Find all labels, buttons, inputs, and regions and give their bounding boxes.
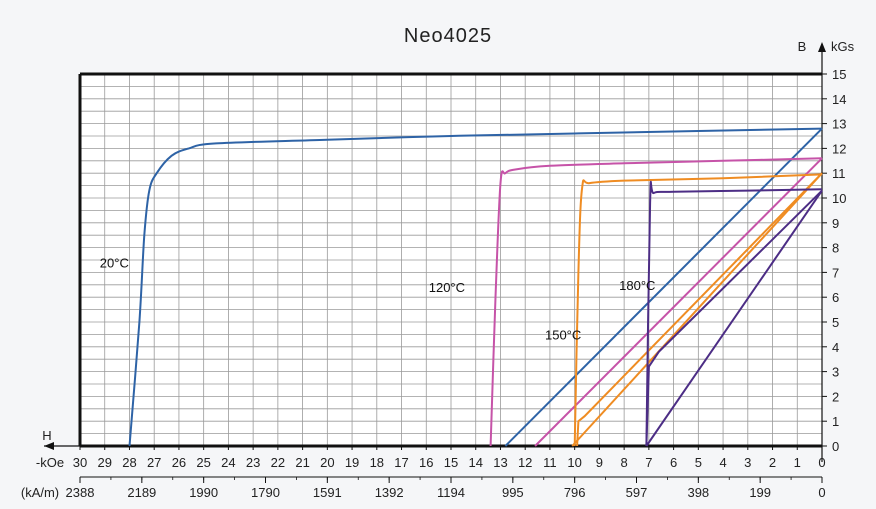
x-tick-label-kam: 398	[687, 485, 709, 500]
load-line-120C	[534, 157, 823, 447]
demag-curve-150C	[576, 172, 823, 447]
x-tick-label-koe: 0	[818, 455, 825, 470]
x-tick-label-kam: 1194	[437, 485, 465, 500]
y-tick-label: 14	[832, 92, 846, 107]
x-tick-label-koe: 25	[196, 455, 210, 470]
x-tick-label-koe: 26	[172, 455, 186, 470]
y-tick-label: 3	[832, 365, 839, 380]
x-axis-name: H	[42, 428, 51, 443]
x-tick-label-kam: 0	[818, 485, 825, 500]
x-tick-label-kam: 2189	[127, 485, 156, 500]
x-tick-label-koe: 18	[370, 455, 384, 470]
x-axis-unit-koe: -kOe	[36, 455, 64, 470]
x-tick-label-koe: 16	[419, 455, 433, 470]
y-tick-label: 11	[832, 166, 846, 181]
demag-curve-20C	[128, 127, 823, 447]
x-tick-label-koe: 4	[719, 455, 726, 470]
demag-curve-upper-180C	[645, 181, 823, 447]
x-tick-label-koe: 11	[543, 455, 557, 470]
y-tick-label: 15	[832, 67, 846, 82]
x-tick-label-koe: 2	[769, 455, 776, 470]
x-tick-label-koe: 14	[468, 455, 482, 470]
y-tick-label: 12	[832, 141, 846, 156]
load-line-20C	[504, 127, 823, 447]
chart-labels: 20°C 120°C 150°C 180°C	[100, 255, 656, 342]
chart-title: Neo4025	[404, 25, 492, 47]
x-tick-label-koe: 27	[147, 455, 161, 470]
y-tick-label: 6	[832, 290, 839, 305]
y-tick-label: 2	[832, 389, 839, 404]
y-axis-arrow	[818, 42, 826, 52]
y-tick-label: 10	[832, 191, 846, 206]
x-tick-label-kam: 1392	[375, 485, 404, 500]
x-tick-label-kam: 1790	[251, 485, 280, 500]
y-tick-label: 1	[832, 414, 839, 429]
x-tick-label-kam: 2388	[66, 485, 95, 500]
x-tick-label-koe: 8	[621, 455, 628, 470]
y-tick-label: 4	[832, 340, 839, 355]
x-tick-label-koe: 13	[493, 455, 507, 470]
series-label-120C: 120°C	[429, 280, 465, 295]
x-tick-label-koe: 6	[670, 455, 677, 470]
y-tick-label: 5	[832, 315, 839, 330]
demag-curve-upper-150C	[573, 173, 823, 447]
load-line-180C	[645, 190, 823, 447]
x-tick-label-kam: 1990	[189, 485, 218, 500]
y-axis-unit: kGs	[831, 39, 855, 54]
x-tick-label-koe: 30	[73, 455, 87, 470]
x-tick-label-koe: 23	[246, 455, 260, 470]
x-tick-label-koe: 1	[794, 455, 801, 470]
chart-curves	[128, 127, 823, 447]
x-tick-label-kam: 597	[626, 485, 648, 500]
y-axis-name: B	[798, 39, 807, 54]
x-tick-label-kam: 796	[564, 485, 586, 500]
x-tick-label-koe: 24	[221, 455, 235, 470]
series-label-20C: 20°C	[100, 255, 129, 270]
x-tick-label-kam: 199	[749, 485, 771, 500]
x-tick-label-koe: 9	[596, 455, 603, 470]
x-tick-label-koe: 28	[122, 455, 136, 470]
x-tick-label-koe: 10	[567, 455, 581, 470]
x-axis-arrow	[44, 442, 54, 450]
x-tick-label-koe: 15	[444, 455, 458, 470]
y-tick-label: 0	[832, 439, 839, 454]
load-line-150C	[571, 172, 823, 447]
x-tick-label-koe: 3	[744, 455, 751, 470]
x-axis-unit-kam: (kA/m)	[21, 485, 59, 500]
x-tick-label-koe: 22	[271, 455, 285, 470]
y-tick-label: 8	[832, 241, 839, 256]
x-tick-label-koe: 29	[97, 455, 111, 470]
demag-curve-180C	[645, 189, 823, 447]
x-tick-label-kam: 1591	[313, 485, 342, 500]
x-tick-label-koe: 17	[394, 455, 408, 470]
series-label-150C: 150°C	[545, 327, 581, 342]
x-tick-label-koe: 19	[345, 455, 359, 470]
x-tick-label-koe: 20	[320, 455, 334, 470]
x-tick-label-koe: 7	[645, 455, 652, 470]
y-tick-label: 13	[832, 117, 846, 132]
x-tick-label-koe: 21	[295, 455, 309, 470]
x-tick-label-koe: 12	[518, 455, 532, 470]
demag-curve-120C	[489, 157, 823, 447]
series-label-180C: 180°C	[619, 278, 655, 293]
y-tick-label: 7	[832, 265, 839, 280]
x-tick-label-kam: 995	[502, 485, 524, 500]
x-tick-label-koe: 5	[695, 455, 702, 470]
y-tick-label: 9	[832, 216, 839, 231]
